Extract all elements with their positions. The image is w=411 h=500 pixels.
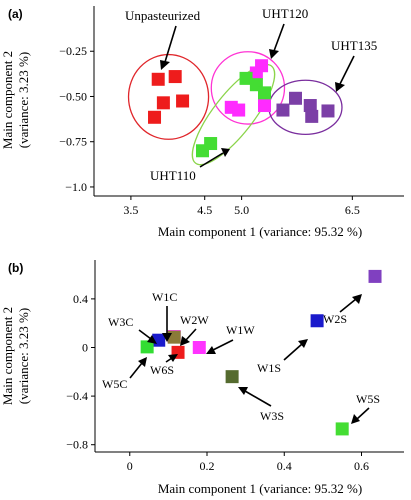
panel-a-xtick-label: 6.5 <box>345 203 360 217</box>
panel-a-points <box>148 59 335 158</box>
point-w3c <box>140 340 154 354</box>
panel-b-xtick-label: 0.4 <box>277 459 292 473</box>
label-w6s: W6S <box>150 363 174 377</box>
panel-a-label: (a) <box>8 7 23 21</box>
panel-b-ticks: 0 0.2 0.4 0.6 0.4 0 −0.4 −0.8 <box>66 292 369 473</box>
arrowhead-w2s <box>352 294 362 304</box>
arrowhead-unpasteurized <box>160 60 170 70</box>
ellipse-unpasteurized <box>127 53 210 140</box>
panel-b-xtick-label: 0.6 <box>354 459 369 473</box>
anno-uht135: UHT135 <box>331 38 377 53</box>
panel-b-ytick-label: 0 <box>82 340 88 354</box>
label-w1w: W1W <box>226 323 255 337</box>
anno-uht110: UHT110 <box>150 168 196 183</box>
panel-b-ytick-label: −0.8 <box>66 438 88 452</box>
label-w2s: W2S <box>323 312 347 326</box>
anno-unpasteurized: Unpasteurized <box>125 8 201 23</box>
arrowhead-uht120 <box>269 49 279 59</box>
anno-uht120: UHT120 <box>262 6 308 21</box>
point-unpasteurized <box>156 96 170 110</box>
point-uht135 <box>321 104 335 118</box>
arrowhead-w3s <box>238 387 248 395</box>
point-unpasteurized <box>168 70 182 84</box>
arrowhead-w5c <box>138 357 147 367</box>
panel-a-ytick-label: −0.25 <box>59 44 87 58</box>
arrowhead-w6s <box>168 354 178 362</box>
panel-a-ylabel: Main component 2 (variance: 3.23 %) <box>0 51 31 149</box>
arrow-w5s <box>356 407 370 420</box>
ellipse-uht110 <box>191 63 276 166</box>
panel-b-label: (b) <box>8 261 23 275</box>
point-unpasteurized <box>176 94 190 108</box>
label-w5c: W5C <box>102 377 127 391</box>
panel-b-ylabel: Main component 2 (variance: 3.23 %) <box>0 307 31 405</box>
panel-a-ticks: 3.5 4.5 5.0 6.5 −0.25 −0.50 −0.75 −1.0 <box>59 44 360 217</box>
label-w3c: W3C <box>108 315 133 329</box>
arrow-uht135 <box>339 55 355 85</box>
label-w2w: W2W <box>180 313 209 327</box>
panel-a-xlabel: Main component 1 (variance: 95.32 %) <box>158 224 362 239</box>
panel-a-xtick-label: 5.0 <box>234 203 249 217</box>
point-uht135 <box>289 91 302 105</box>
label-w1c: W1C <box>152 290 177 304</box>
point-w1s <box>310 314 324 328</box>
panel-a-xtick-label: 3.5 <box>123 203 138 217</box>
ellipse-uht120 <box>210 51 286 125</box>
point-unpasteurized <box>151 72 165 86</box>
point-w2s <box>368 269 382 283</box>
point-uht120 <box>249 66 263 80</box>
point-uht135 <box>305 109 319 123</box>
panel-a-xtick-label: 4.5 <box>197 203 212 217</box>
arrow-w1w <box>212 339 234 351</box>
label-w3s: W3S <box>260 409 284 423</box>
panel-a-ytick-label: −1.0 <box>65 180 87 194</box>
panel-b-xlabel: Main component 1 (variance: 95.32 %) <box>158 481 362 496</box>
arrow-w2w <box>185 328 197 341</box>
arrowhead-w1w <box>206 346 216 354</box>
panel-b-ylabel-line1: Main component 2 <box>0 307 15 405</box>
arrow-unpasteurized <box>164 25 177 63</box>
arrowhead-w1s <box>298 339 308 348</box>
arrowhead-uht135 <box>335 82 345 92</box>
panel-b-xtick-label: 0 <box>127 459 133 473</box>
panel-b: (b) 0 0.2 0.4 0.6 0.4 0 −0.4 −0.8 Main componen… <box>0 260 404 496</box>
point-uht110 <box>258 86 271 100</box>
panel-b-ylabel-line2: (variance: 3.23 %) <box>16 308 31 404</box>
arrow-uht110 <box>199 152 224 168</box>
point-unpasteurized <box>148 110 162 124</box>
arrow-w3s <box>244 390 272 407</box>
point-w5s <box>335 422 349 436</box>
panel-b-ytick-label: 0.4 <box>73 292 88 306</box>
arrow-w1s <box>283 343 303 361</box>
panel-a-ytick-label: −0.50 <box>59 89 87 103</box>
point-uht120 <box>232 103 246 117</box>
point-uht110 <box>204 137 218 151</box>
point-uht120 <box>258 99 271 113</box>
point-w3s <box>225 370 239 384</box>
label-w1s: W1S <box>257 361 281 375</box>
arrow-w5c <box>129 362 143 379</box>
panel-a: (a) 3.5 4.5 5.0 6.5 −0.25 −0.50 −0.75 −1.0 Main… <box>0 6 404 239</box>
panel-a-ytick-label: −0.75 <box>59 135 87 149</box>
panel-a-ylabel-line1: Main component 2 <box>0 51 15 149</box>
panel-a-ylabel-line2: (variance: 3.23 %) <box>16 52 31 148</box>
arrowhead-w2w <box>180 336 190 346</box>
arrow-uht120 <box>273 23 285 52</box>
panel-b-xtick-label: 0.2 <box>200 459 215 473</box>
point-uht135 <box>303 99 317 113</box>
arrowhead-w5s <box>351 414 360 424</box>
point-uht110 <box>239 71 253 85</box>
arrowhead-w1c <box>162 333 172 342</box>
point-uht135 <box>276 103 290 117</box>
point-w1w <box>192 340 206 354</box>
label-w5s: W5S <box>356 392 380 406</box>
arrowhead-w3c <box>147 335 157 344</box>
arrowhead-uht110 <box>221 148 230 157</box>
arrow-w2s <box>339 298 357 313</box>
panel-b-points <box>140 269 382 436</box>
arrow-w3c <box>138 329 152 340</box>
panel-b-ytick-label: −0.4 <box>66 389 88 403</box>
